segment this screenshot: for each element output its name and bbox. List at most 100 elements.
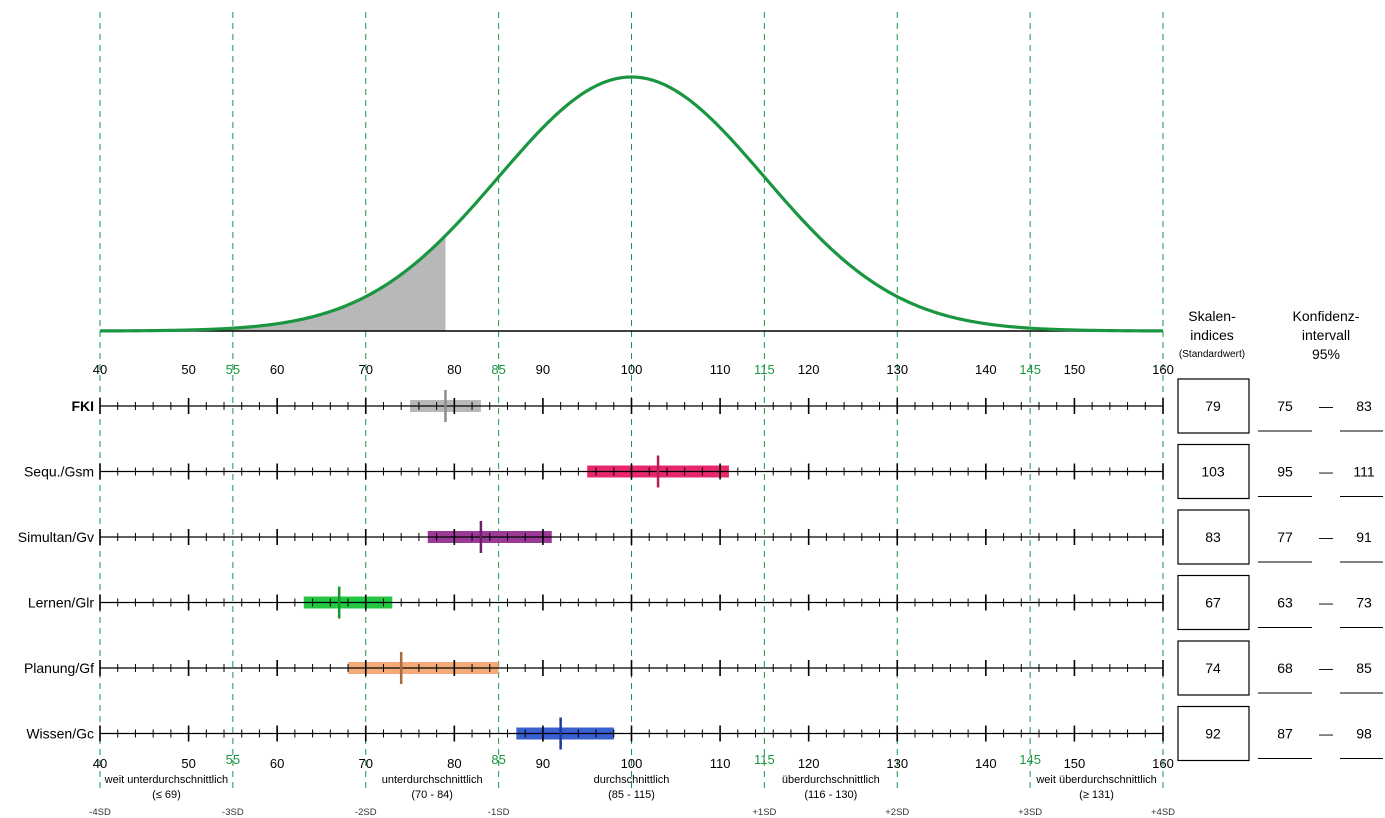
sd-label: -2SD: [355, 807, 377, 818]
score-box: [1177, 443, 1250, 500]
category-label: überdurchschnittlich: [782, 774, 880, 786]
top-tick-label: 85: [491, 362, 505, 377]
row-label: Lernen/Glr: [28, 595, 94, 611]
bottom-tick-label: 130: [886, 756, 908, 771]
ci-high: 111: [1353, 464, 1374, 480]
category-label: weit unterdurchschnittlich: [104, 774, 229, 786]
top-tick-label: 80: [447, 362, 461, 377]
bottom-axis: 40 50 55 60 70 80 85 90 100 110 115 120 130 140 145 150…: [89, 752, 1175, 818]
top-tick-label: 160: [1152, 362, 1174, 377]
normal-curve: [100, 75, 1163, 333]
top-tick-label: 40: [93, 362, 107, 377]
ci-separator: —: [1319, 398, 1333, 414]
ci-high: 98: [1356, 726, 1372, 742]
sd-label: -3SD: [222, 807, 244, 818]
bottom-tick-label: 100: [621, 756, 643, 771]
ci-separator: —: [1319, 529, 1333, 545]
category-label: durchschnittlich: [594, 774, 670, 786]
score-value: 83: [1205, 529, 1221, 545]
top-tick-label: 130: [886, 362, 908, 377]
ci-header: 95%: [1312, 346, 1340, 362]
curve-line: [100, 75, 1163, 333]
bottom-tick-label: 55: [226, 752, 240, 767]
category-range: (≤ 69): [152, 789, 181, 801]
score-rows: FKI Sequ./Gsm Simultan/Gv Lernen/Glr Planung…: [18, 390, 1164, 750]
bottom-tick-label: 140: [975, 756, 997, 771]
ci-separator: —: [1319, 726, 1333, 742]
category-label: weit überdurchschnittlich: [1035, 774, 1156, 786]
ci-separator: —: [1319, 660, 1333, 676]
category-range: (85 - 115): [608, 789, 655, 801]
bottom-tick-label: 150: [1064, 756, 1086, 771]
ci-high: 85: [1356, 660, 1372, 676]
score-value: 103: [1201, 464, 1225, 480]
ci-high: 91: [1356, 529, 1372, 545]
bottom-tick-label: 50: [181, 756, 195, 771]
ci-separator: —: [1319, 595, 1333, 611]
top-tick-label: 70: [359, 362, 373, 377]
row-label: Sequ./Gsm: [24, 464, 94, 480]
row-label: Simultan/Gv: [18, 529, 94, 545]
score-header: (Standardwert): [1179, 349, 1245, 360]
score-value: 74: [1205, 660, 1221, 676]
top-tick-label: 140: [975, 362, 997, 377]
ci-high: 73: [1356, 595, 1372, 611]
ci-low: 77: [1277, 529, 1293, 545]
top-tick-label: 150: [1064, 362, 1086, 377]
sd-label: +1SD: [752, 807, 776, 818]
bottom-tick-label: 115: [754, 752, 775, 767]
top-tick-label: 110: [710, 362, 731, 377]
bottom-tick-label: 60: [270, 756, 284, 771]
bottom-tick-label: 40: [93, 756, 107, 771]
sd-label: +2SD: [885, 807, 909, 818]
category-range: (116 - 130): [804, 789, 857, 801]
ci-high: 83: [1356, 398, 1372, 414]
sd-label: +3SD: [1018, 807, 1042, 818]
row-label: Wissen/Gc: [26, 726, 94, 742]
top-tick-label: 145: [1019, 362, 1041, 377]
score-box: [1177, 378, 1250, 434]
shaded-area: [100, 235, 446, 331]
ci-low: 75: [1277, 398, 1293, 414]
score-value: 67: [1205, 595, 1221, 611]
top-tick-label: 50: [181, 362, 195, 377]
top-axis-labels: 40 50 55 60 70 80 85 90 100 110 115 120 130 140 145 150…: [93, 362, 1174, 377]
sd-label: +4SD: [1151, 807, 1175, 818]
score-box: [1177, 705, 1250, 762]
ci-low: 95: [1277, 464, 1293, 480]
bottom-tick-label: 145: [1019, 752, 1041, 767]
sd-label: -1SD: [488, 807, 510, 818]
score-value: 79: [1205, 398, 1221, 414]
bottom-tick-label: 160: [1152, 756, 1174, 771]
row-label: Planung/Gf: [24, 660, 94, 676]
sd-label: -4SD: [89, 807, 111, 818]
category-range: (≥ 131): [1079, 789, 1114, 801]
top-tick-label: 120: [798, 362, 820, 377]
ci-header: intervall: [1302, 327, 1350, 343]
bottom-tick-label: 70: [359, 756, 373, 771]
bottom-tick-label: 110: [710, 756, 731, 771]
score-value: 92: [1205, 726, 1221, 742]
category-range: (70 - 84): [411, 789, 453, 801]
top-tick-label: 60: [270, 362, 284, 377]
row-label: FKI: [71, 398, 94, 414]
top-tick-label: 115: [754, 362, 775, 377]
top-tick-label: 100: [621, 362, 643, 377]
ci-low: 87: [1277, 726, 1293, 742]
score-table: Skalen-indices (Standardwert) Konfidenz-in…: [1177, 308, 1383, 762]
bottom-tick-label: 85: [491, 752, 505, 767]
score-box: [1177, 574, 1250, 631]
ci-low: 68: [1277, 660, 1293, 676]
ci-low: 63: [1277, 595, 1293, 611]
bottom-tick-label: 120: [798, 756, 820, 771]
ci-separator: —: [1319, 464, 1333, 480]
ci-header: Konfidenz-: [1293, 308, 1360, 324]
score-box: [1177, 640, 1250, 696]
bottom-tick-label: 90: [536, 756, 550, 771]
score-header: Skalen-: [1188, 308, 1236, 324]
category-label: unterdurchschnittlich: [382, 774, 483, 786]
top-tick-label: 55: [226, 362, 240, 377]
bottom-tick-label: 80: [447, 756, 461, 771]
score-box: [1177, 509, 1250, 565]
